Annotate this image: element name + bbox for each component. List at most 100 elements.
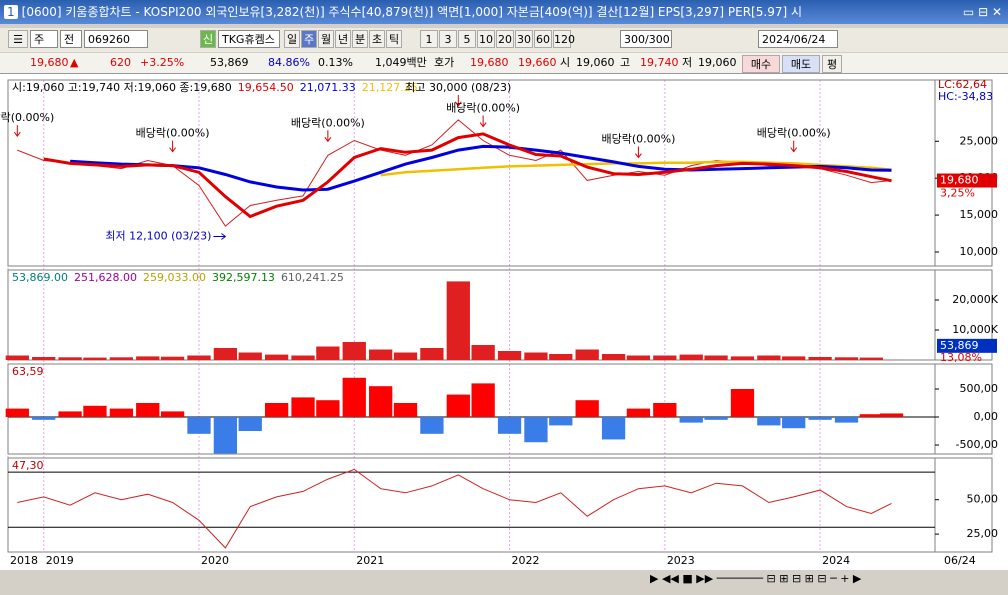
pane-frame (7, 79, 993, 267)
bar (420, 417, 444, 434)
bar (730, 388, 755, 418)
period-button[interactable]: 주 (301, 30, 317, 48)
x-tick-label: 2020 (201, 554, 229, 567)
bar (446, 394, 470, 418)
bar (524, 352, 548, 360)
low-label: 저 (682, 56, 693, 69)
window-title: [0600] 키움종합차트 - KOSPI200 외국인보유[3,282(천)]… (21, 5, 802, 19)
info-bar: 19,680 ▲ 620 +3.25% 53,869 84.86% 0.13% 1… (0, 53, 1008, 74)
interval-button[interactable]: 1 (420, 30, 438, 48)
bar (757, 417, 781, 426)
change-pct: +3.25% (140, 56, 185, 69)
chart-background (0, 74, 1008, 595)
bar (575, 349, 599, 360)
annotation: 배당락(0.00%) (291, 116, 365, 129)
open-label: 시 (560, 56, 571, 69)
date-input[interactable]: 2024/06/24 (758, 30, 838, 48)
series-line (380, 160, 892, 177)
scrollbar[interactable] (0, 570, 1008, 595)
mode-select[interactable]: 주 (30, 30, 58, 48)
bar (136, 403, 160, 418)
annotation: 배당락(0.00%) (757, 127, 831, 140)
interval-button[interactable]: 60 (534, 30, 552, 48)
legend-entry: 251,628.00 (74, 271, 137, 284)
menu-button[interactable]: ☰ (8, 30, 28, 48)
legend-entry: 259,033.00 (143, 271, 206, 284)
bar (369, 349, 393, 360)
legend-entry: 53,869.00 (12, 271, 68, 284)
annotation: 배당락(0.00%) (0, 111, 54, 124)
x-tick-label: 2023 (667, 554, 695, 567)
interval-button[interactable]: 3 (439, 30, 457, 48)
change: 620 (110, 56, 131, 69)
interval-button[interactable]: 10 (477, 30, 495, 48)
volume-ratio: 13,08% (940, 351, 982, 364)
bar (393, 403, 418, 418)
count-input[interactable]: 300/300 (620, 30, 672, 48)
ask: 19,680 (470, 56, 509, 69)
bar (420, 348, 444, 360)
period-button[interactable]: 월 (318, 30, 334, 48)
bar (626, 408, 651, 418)
sell-button[interactable]: 매도 (782, 55, 820, 73)
interval-button[interactable]: 5 (458, 30, 476, 48)
low-arrow (213, 233, 227, 240)
up-arrow: ▲ (70, 56, 79, 69)
y-tick-label: 50,00 (967, 493, 999, 506)
interval-button[interactable]: 120 (553, 30, 575, 48)
bar (471, 383, 495, 418)
low: 19,060 (698, 56, 737, 69)
period-button[interactable]: 년 (335, 30, 351, 48)
indicator-label: HC:-34,83 (938, 90, 993, 103)
period-button[interactable]: 일 (284, 30, 300, 48)
bar (160, 411, 185, 418)
bar (497, 417, 522, 434)
legend-entry: 19,654.50 (238, 81, 294, 94)
bar (730, 356, 755, 360)
y-tick-label: 20,000K (952, 293, 998, 306)
indicator-label: LC:62,64 (938, 78, 987, 91)
bar (859, 414, 883, 418)
y-tick-label: 0,00 (974, 410, 999, 423)
bar (369, 386, 393, 418)
legend-entry: 392,597.13 (212, 271, 275, 284)
bar (834, 357, 859, 360)
prev-button[interactable]: 전 (60, 30, 82, 48)
buy-button[interactable]: 매수 (742, 55, 780, 73)
bar (109, 408, 133, 418)
bar (238, 352, 262, 360)
annotation: 배당락(0.00%) (136, 127, 210, 140)
y-tick-label: 10,000 (960, 245, 999, 258)
last-price: 19,680 (940, 174, 979, 187)
chart: ▶ ◀◀ ■ ▶▶ ─────── ⊟ ⊞ ⊟ ⊞ ⊟ ─ + ▶ 2018 20… (0, 74, 1008, 595)
window-number: 1 (4, 5, 18, 19)
window-controls[interactable]: ▭ ⊟ ✕ (962, 5, 1002, 19)
legend-entry: 63,59 (12, 365, 44, 378)
legend-entry: 47,30 (12, 459, 44, 472)
series-line (17, 468, 892, 549)
bar (653, 355, 677, 360)
x-tick-label: 2018 (10, 554, 38, 567)
interval-button[interactable]: 20 (496, 30, 514, 48)
open: 19,060 (576, 56, 615, 69)
x-tick-label: 2022 (512, 554, 540, 567)
code-input[interactable]: 069260 (84, 30, 148, 48)
bar (32, 357, 56, 360)
bar (782, 356, 806, 360)
series-line (43, 132, 892, 219)
avg-button[interactable]: 평 (822, 55, 842, 73)
bar (393, 352, 418, 360)
period-button[interactable]: 틱 (386, 30, 402, 48)
legend-entry: 21,071.33 (300, 81, 356, 94)
bar (213, 348, 238, 360)
period-button[interactable]: 초 (369, 30, 385, 48)
bar (109, 357, 133, 360)
interval-button[interactable]: 30 (515, 30, 533, 48)
bar (5, 408, 29, 418)
scroll-controls[interactable]: ▶ ◀◀ ■ ▶▶ ─────── ⊟ ⊞ ⊟ ⊞ ⊟ ─ + ▶ (650, 572, 862, 585)
period-button[interactable]: 분 (352, 30, 368, 48)
bar (859, 357, 883, 360)
y-tick-label: 10,000K (952, 323, 998, 336)
